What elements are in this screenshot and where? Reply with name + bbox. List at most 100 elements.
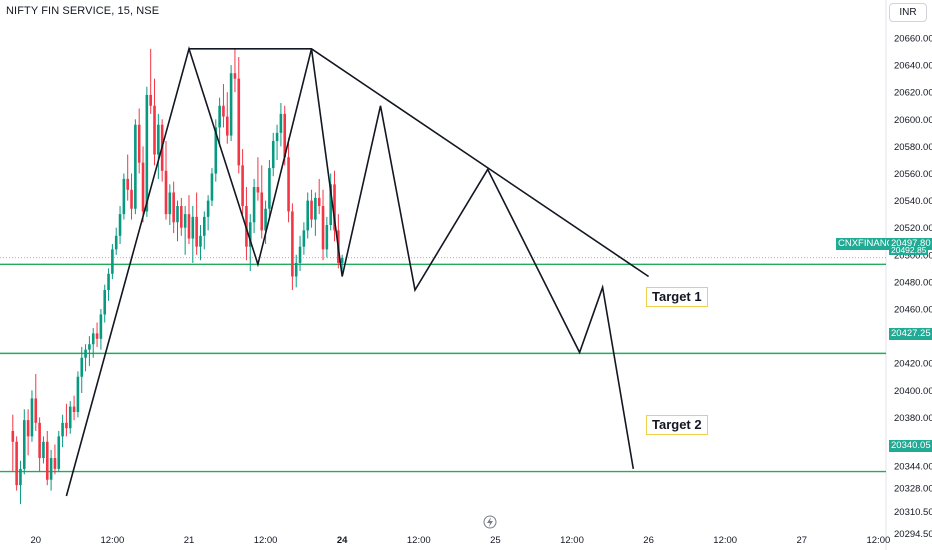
candle-body — [314, 197, 317, 220]
x-tick-label: 21 — [184, 535, 195, 546]
resistance-trend-line — [189, 47, 650, 278]
candle-body — [310, 200, 313, 220]
candle-body — [191, 216, 195, 239]
candle-body — [291, 211, 294, 277]
candle-body — [306, 200, 310, 231]
y-tick-label: 20460.00 — [894, 305, 932, 316]
y-tick-label: 20294.50 — [894, 529, 932, 540]
candle-body — [333, 184, 336, 231]
y-tick-label: 20500.00 — [894, 250, 932, 261]
y-tick-label: 20328.00 — [894, 483, 932, 494]
x-tick-label: 12:00 — [866, 535, 890, 546]
candle-body — [30, 398, 34, 437]
x-tick-label: 24 — [337, 535, 348, 546]
candle-body — [149, 94, 152, 106]
candle-body — [199, 235, 202, 247]
candle-body — [203, 216, 206, 236]
candle-body — [252, 187, 256, 223]
candle-body — [45, 441, 49, 480]
target-2-label: Target 2 — [646, 415, 708, 435]
candle-body — [183, 214, 187, 228]
y-tick-label: 20580.00 — [894, 142, 932, 153]
candle-body — [130, 189, 133, 209]
candle-body — [22, 420, 26, 469]
currency-button[interactable]: INR — [889, 3, 927, 22]
candle-body — [114, 235, 118, 250]
candle-body — [271, 140, 275, 169]
candle-body — [298, 246, 302, 263]
candle-body — [340, 257, 344, 263]
candle-body — [118, 214, 122, 236]
candle-body — [111, 249, 114, 274]
candle-body — [321, 206, 325, 250]
candle-body — [38, 422, 41, 459]
candle-body — [91, 333, 95, 345]
candle-body — [137, 124, 141, 163]
y-tick-label: 20520.00 — [894, 223, 932, 234]
target-2-price-tag: 20340.05 — [889, 440, 932, 452]
x-tick-label: 12:00 — [713, 535, 737, 546]
candle-body — [49, 458, 53, 480]
candle-body — [122, 178, 126, 215]
candle-body — [72, 406, 76, 412]
y-tick-label: 20620.00 — [894, 88, 932, 99]
candle-body — [19, 468, 22, 486]
x-tick-label: 25 — [490, 535, 501, 546]
y-tick-label: 20480.00 — [894, 277, 932, 288]
y-tick-label: 20420.00 — [894, 359, 932, 370]
replay-icon[interactable] — [483, 515, 497, 529]
y-tick-label: 20600.00 — [894, 115, 932, 126]
candle-body — [80, 357, 84, 377]
candle-body — [218, 105, 221, 128]
target-1-price-tag: 20427.25 — [889, 328, 932, 340]
y-tick-label: 20310.50 — [894, 507, 932, 518]
candle-body — [180, 206, 183, 228]
x-tick-label: 20 — [30, 535, 41, 546]
candle-body — [225, 116, 229, 136]
x-tick-label: 27 — [796, 535, 807, 546]
candle-body — [237, 78, 241, 166]
candle-body — [107, 273, 110, 291]
candle-body — [76, 376, 80, 412]
symbol-tag: CNXFINANCE — [836, 238, 902, 250]
candle-body — [206, 200, 210, 217]
candle-body — [141, 162, 145, 212]
candle-body — [176, 206, 179, 223]
candle-body — [268, 168, 271, 209]
candle-body — [248, 222, 252, 247]
y-tick-label: 20344.00 — [894, 462, 932, 473]
candle-body — [233, 73, 237, 79]
candle-body — [153, 105, 156, 155]
x-tick-label: 12:00 — [407, 535, 431, 546]
y-tick-label: 20560.00 — [894, 169, 932, 180]
chart-title: NIFTY FIN SERVICE, 15, NSE — [6, 5, 160, 17]
candle-body — [95, 333, 99, 339]
candle-body — [26, 420, 30, 437]
y-tick-label: 20540.00 — [894, 196, 932, 207]
lightning-icon — [487, 517, 493, 527]
candle-body — [34, 398, 38, 423]
candle-body — [283, 113, 287, 158]
candle-body — [157, 124, 160, 155]
y-tick-label: 20400.00 — [894, 386, 932, 397]
y-tick-label: 20640.00 — [894, 61, 932, 72]
candle-body — [294, 262, 298, 277]
candle-body — [260, 192, 264, 231]
candle-body — [15, 441, 18, 486]
candle-body — [287, 157, 290, 212]
zigzag-pattern-line — [65, 45, 635, 497]
candle-body — [99, 314, 103, 339]
candle-body — [126, 178, 129, 190]
candle-body — [214, 127, 218, 174]
candle-body — [302, 230, 306, 247]
candle-body — [84, 349, 87, 358]
candle-body — [68, 406, 72, 429]
x-tick-label: 12:00 — [560, 535, 584, 546]
candle-body — [172, 192, 175, 223]
candle-body — [325, 224, 329, 250]
candle-body — [134, 124, 137, 209]
target-1-label: Target 1 — [646, 287, 708, 307]
candle-body — [168, 192, 172, 215]
y-tick-label: 20660.00 — [894, 34, 932, 45]
